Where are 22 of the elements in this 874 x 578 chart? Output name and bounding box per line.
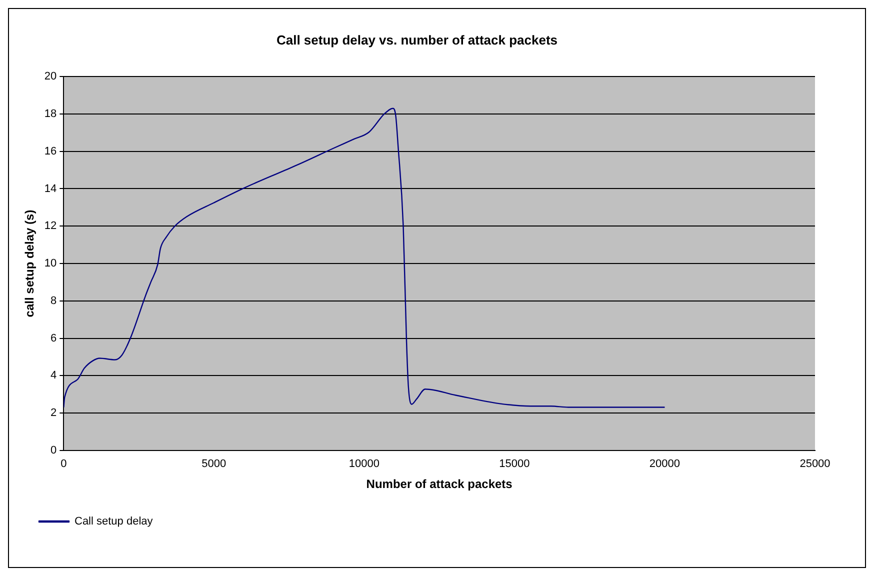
y-tick-label: 20: [44, 70, 57, 83]
y-tick-label: 10: [44, 258, 57, 270]
y-tick-label: 14: [44, 182, 57, 195]
y-tick-label: 16: [44, 145, 57, 158]
line-series: [64, 108, 666, 408]
legend-label: Call setup delay: [74, 516, 154, 528]
y-tick-label: 6: [50, 332, 57, 344]
x-axis-title: Number of attack packets: [366, 477, 513, 492]
x-tick-label: 25000: [800, 458, 830, 470]
y-tick-label: 8: [50, 294, 57, 307]
x-tick-label: 20000: [649, 458, 680, 470]
y-tick-label: 12: [44, 220, 57, 232]
chart-title: Call setup delay vs. number of attack packets: [276, 32, 558, 48]
y-tick-label: 0: [50, 444, 57, 456]
y-tick-label: 18: [44, 108, 57, 120]
x-tick-label: 0: [60, 458, 67, 470]
y-axis-title: call setup delay (s): [22, 210, 37, 318]
y-tick-label: 4: [50, 370, 57, 382]
x-tick-label: 15000: [499, 458, 530, 470]
y-tick-label: 2: [50, 407, 57, 420]
x-tick-label: 10000: [348, 458, 380, 470]
x-tick-label: 5000: [202, 458, 226, 470]
